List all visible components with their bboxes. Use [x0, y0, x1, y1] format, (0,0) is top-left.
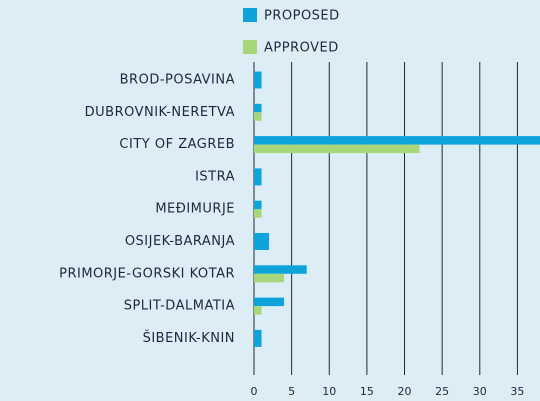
x-tick-label: 10	[322, 385, 336, 398]
y-tick-label: CITY OF ZAGREB	[119, 137, 235, 152]
bar	[254, 233, 270, 250]
y-tick-label: OSIJEK-BARANJA	[125, 234, 235, 249]
legend-label: APPROVED	[264, 41, 339, 56]
x-tick-label: 0	[251, 385, 258, 398]
y-tick-label: DUBROVNIK-NERETVA	[85, 105, 235, 120]
bar	[254, 329, 262, 347]
x-tick-label: 15	[360, 385, 374, 398]
legend-swatch	[243, 8, 257, 22]
x-tick-label: 25	[435, 385, 449, 398]
y-tick-label: ISTRA	[195, 169, 235, 184]
x-tick-label: 5	[288, 385, 295, 398]
legend-swatch	[243, 40, 257, 54]
bar	[254, 103, 262, 113]
bar	[254, 273, 285, 283]
bar	[254, 306, 262, 315]
y-tick-label: BROD-POSAVINA	[120, 73, 235, 88]
bar	[254, 297, 285, 307]
bar	[254, 144, 420, 154]
x-tick-label: 35	[510, 385, 524, 398]
legend-label: PROPOSED	[264, 9, 340, 24]
x-tick-label: 20	[398, 385, 412, 398]
y-tick-label: PRIMORJE-GORSKI KOTAR	[59, 266, 235, 281]
y-tick-label: MEĐIMURJE	[155, 202, 235, 217]
y-tick-label: SPLIT-DALMATIA	[124, 299, 235, 314]
x-tick-label: 30	[473, 385, 487, 398]
y-tick-label: ŠIBENIK-KNIN	[143, 330, 235, 346]
bar	[254, 168, 262, 186]
bar	[254, 209, 262, 218]
bar	[254, 200, 262, 210]
bar	[254, 265, 307, 274]
bar	[254, 112, 262, 121]
bar	[254, 136, 540, 145]
bar	[254, 71, 262, 89]
